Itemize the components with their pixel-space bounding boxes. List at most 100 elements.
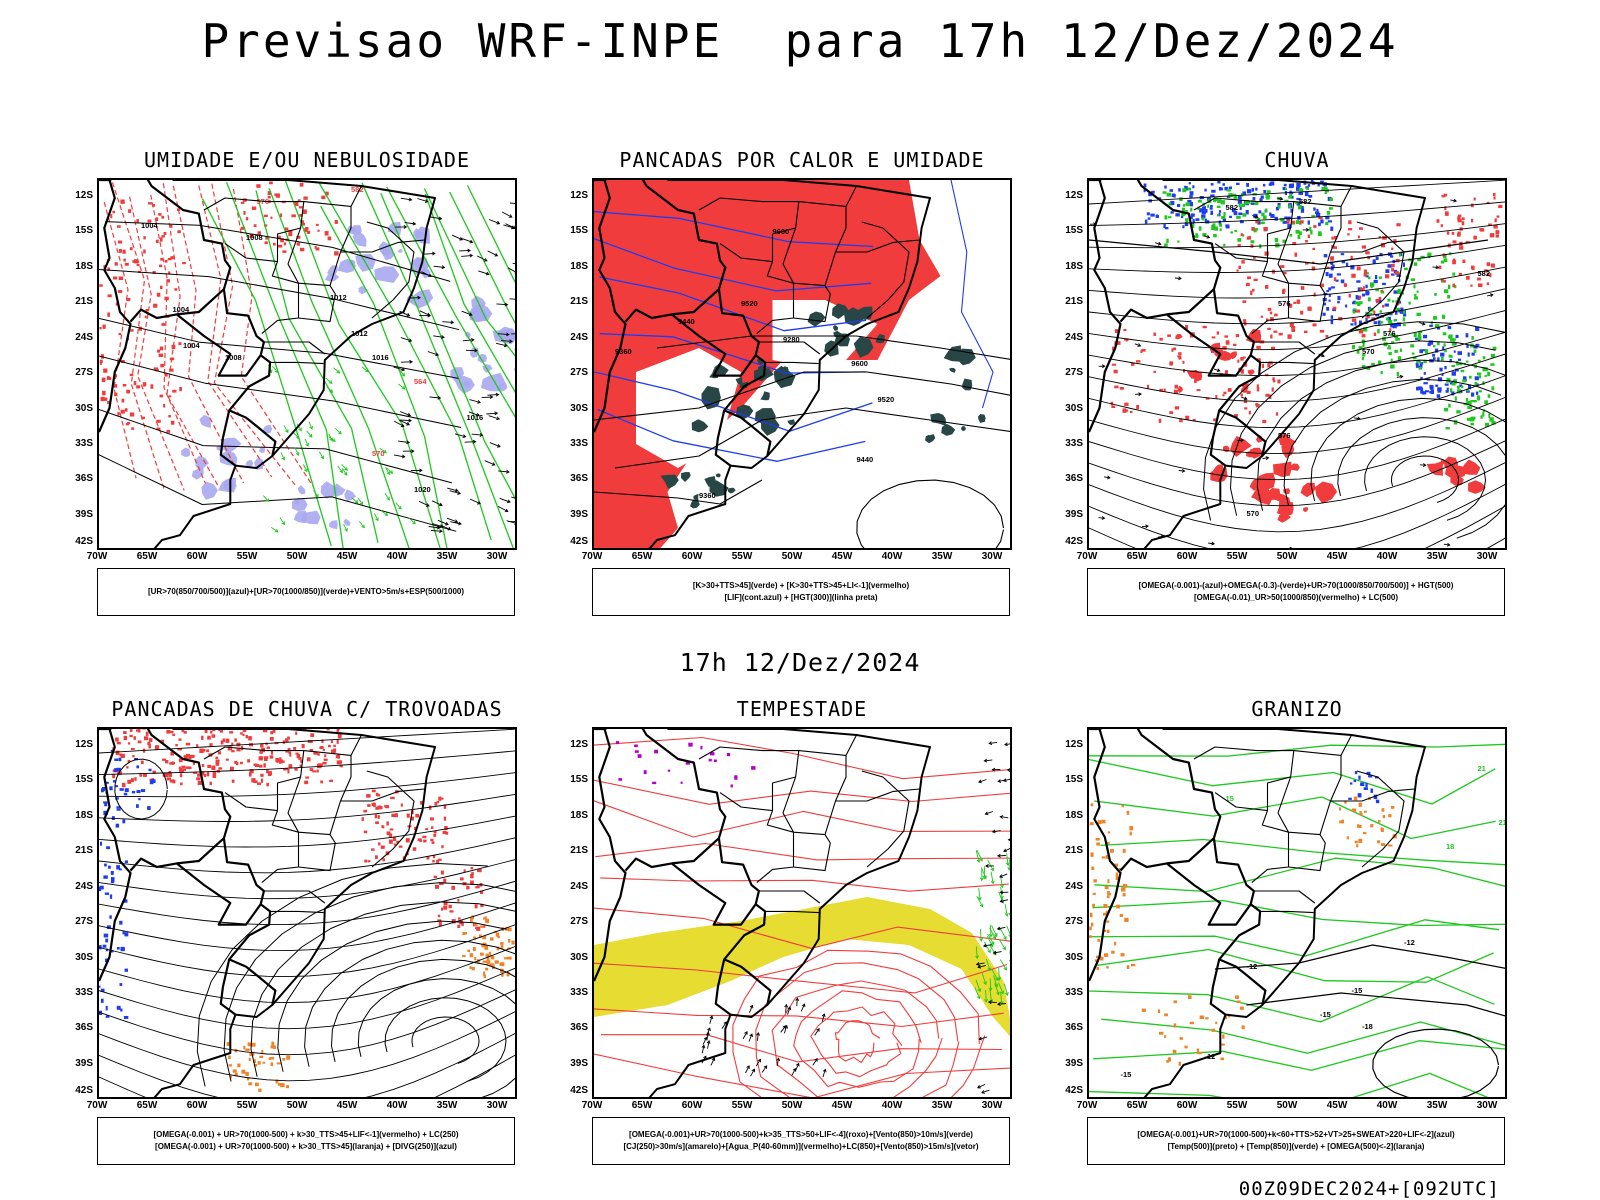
wind-arrowhead: [445, 521, 449, 526]
pixel-mark: [306, 757, 311, 762]
longitude-label: 60W: [186, 1100, 208, 1111]
latitude-label: 27S: [75, 367, 93, 379]
pixel-mark: [1283, 183, 1287, 187]
pixel-mark: [1493, 196, 1496, 200]
pixel-mark: [1330, 315, 1334, 319]
contour-value-label: 570: [1362, 347, 1375, 356]
state-border: [270, 910, 324, 914]
wind-vector: [484, 460, 495, 466]
pixel-mark: [1167, 334, 1171, 337]
wind-vector: [505, 223, 515, 229]
wind-vector: [979, 1036, 988, 1040]
pixel-mark: [1129, 411, 1133, 414]
pixel-mark: [99, 985, 101, 988]
pixel-mark: [508, 927, 512, 932]
wind-arrowhead: [795, 1062, 800, 1067]
pixel-mark: [156, 292, 161, 297]
wind-vector: [400, 337, 412, 342]
contour-value-label: 21: [1478, 764, 1486, 773]
wind-arrowhead: [386, 496, 390, 501]
streamline: [1310, 397, 1505, 548]
pixel-mark: [1323, 302, 1326, 306]
pixel-mark: [1292, 220, 1296, 224]
pixel-mark: [480, 925, 484, 928]
pixel-mark: [1436, 219, 1440, 223]
pixel-mark: [212, 771, 217, 774]
pixel-mark: [1457, 216, 1461, 220]
wind-vector: [997, 926, 1006, 930]
wind-arrowhead: [435, 352, 440, 357]
pixel-mark: [1451, 342, 1456, 346]
pixel-mark: [1270, 334, 1273, 339]
shaded-area: [941, 423, 956, 436]
state-border: [298, 285, 336, 323]
model-run-stamp: 00Z09DEC2024+[092UTC]: [1238, 1178, 1500, 1200]
pixel-mark: [1482, 356, 1486, 360]
wind-arrowhead: [412, 520, 416, 525]
pixel-mark: [1230, 231, 1233, 234]
pixel-mark: [1317, 233, 1322, 237]
pixel-mark: [1241, 1025, 1245, 1030]
pixel-mark: [155, 217, 159, 222]
wind-vector: [1098, 517, 1105, 519]
pixel-mark: [249, 233, 254, 238]
wind-vector: [1008, 912, 1010, 916]
shaded-area: [1266, 488, 1281, 500]
pixel-mark: [1301, 206, 1304, 210]
pixel-mark: [1289, 234, 1293, 237]
pixel-mark: [1399, 310, 1404, 314]
wind-arrowhead: [344, 528, 348, 532]
shaded-area: [833, 325, 838, 331]
wind-vector: [430, 216, 442, 220]
pixel-mark: [1363, 269, 1367, 274]
pixel-mark: [483, 917, 487, 920]
pixel-mark: [1417, 335, 1422, 340]
pixel-mark: [1390, 358, 1393, 362]
wind-vector: [489, 219, 500, 225]
pixel-mark: [119, 920, 123, 925]
pixel-mark: [1091, 866, 1095, 870]
pixel-mark: [336, 760, 342, 765]
latitude-label: 33S: [570, 438, 588, 449]
pixel-mark: [1291, 328, 1296, 333]
contour-value-label: 1004: [183, 341, 201, 350]
pixel-mark: [1388, 351, 1392, 356]
pixel-mark: [1365, 317, 1368, 322]
pixel-mark: [1107, 831, 1111, 834]
pixel-mark: [288, 229, 293, 233]
pixel-mark: [1410, 344, 1415, 348]
pixel-mark: [1391, 300, 1395, 303]
streamline: [250, 901, 515, 1077]
pixel-mark: [1292, 242, 1297, 246]
wind-vector: [496, 303, 508, 306]
pixel-mark: [1296, 187, 1300, 191]
pixel-mark: [1272, 380, 1276, 383]
latitude-label: 15S: [75, 225, 93, 237]
contour-line: [284, 180, 441, 548]
pixel-mark: [1476, 391, 1479, 395]
pixel-mark: [1362, 343, 1365, 348]
wind-vector: [795, 1063, 800, 1071]
pixel-mark: [462, 955, 466, 958]
state-border: [861, 221, 910, 319]
pixel-mark: [1391, 264, 1395, 268]
wind-vector: [1208, 542, 1215, 545]
pixel-mark: [1387, 347, 1392, 350]
pixel-mark: [1494, 218, 1497, 223]
wind-vector: [999, 959, 1007, 971]
wind-vector: [306, 430, 313, 438]
pixel-mark: [1416, 290, 1419, 293]
contour-line: [656, 335, 1010, 360]
pixel-mark: [181, 729, 185, 733]
contour-line: [103, 201, 137, 479]
pixel-mark: [1147, 384, 1150, 390]
pixel-mark: [1136, 404, 1140, 410]
shaded-area: [691, 419, 709, 433]
pixel-mark: [406, 813, 410, 818]
pixel-mark: [1448, 284, 1451, 290]
pixel-mark: [1459, 384, 1463, 387]
pixel-mark: [1436, 327, 1441, 330]
pixel-mark: [1372, 259, 1376, 264]
contour-value-label: 9280: [783, 335, 800, 344]
latitude-label: 12S: [570, 739, 588, 750]
